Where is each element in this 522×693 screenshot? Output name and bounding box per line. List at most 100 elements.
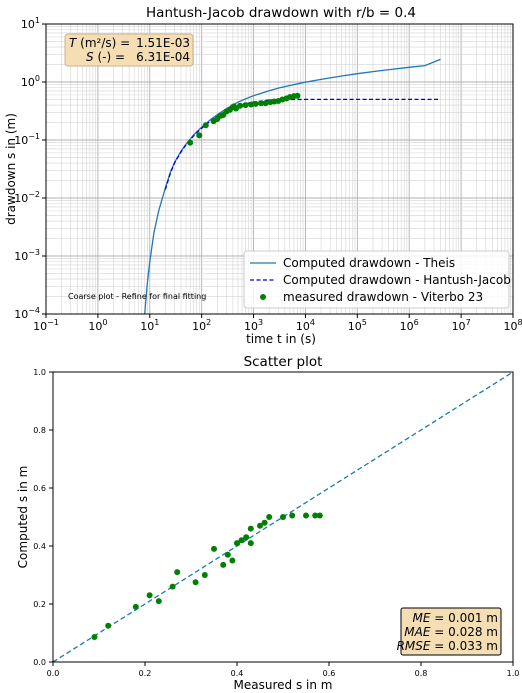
scatter-y-tick-label: 0.2 bbox=[33, 600, 46, 609]
legend-box bbox=[243, 250, 510, 309]
scatter-point bbox=[224, 551, 231, 558]
scatter-point bbox=[155, 598, 162, 605]
scatter-axis-ticks: 0.0 0.2 0.4 0.6 0.8 1.0 0.0 0.2 0.4 0.6 0.8 1.0 bbox=[33, 368, 519, 678]
param-row-s: S (-) = bbox=[86, 50, 125, 64]
scatter-y-tick-label: 0.0 bbox=[33, 658, 46, 667]
y-axis-label: drawdown s in (m) bbox=[4, 113, 18, 225]
scatter-point bbox=[312, 512, 319, 519]
scatter-x-tick-label: 0.6 bbox=[323, 669, 336, 678]
param-row-t: T (m²/s) = bbox=[69, 36, 130, 50]
legend-label-hantush: Computed drawdown - Hantush-Jacob bbox=[283, 273, 511, 287]
scatter-y-tick-label: 0.6 bbox=[33, 484, 46, 493]
scatter-point bbox=[234, 540, 240, 547]
stat-rmse: RMSE = 0.033 m bbox=[397, 639, 498, 653]
axis-ticks: 10−1 100 101 102 103 104 105 106 107 108 10−4 10−3 1… bbox=[14, 16, 522, 333]
scatter-x-tick-label: 0.0 bbox=[47, 669, 60, 678]
legend-label-theis: Computed drawdown - Theis bbox=[283, 256, 455, 270]
measured-point bbox=[258, 100, 265, 107]
scatter-point bbox=[289, 512, 296, 519]
stat-me: ME = 0.001 m bbox=[413, 611, 498, 625]
series-group bbox=[144, 58, 441, 315]
scatter-point bbox=[192, 579, 199, 586]
x-tick-label: 105 bbox=[348, 318, 367, 333]
x-tick-label: 107 bbox=[452, 318, 471, 333]
scatter-point bbox=[316, 512, 323, 519]
scatter-point bbox=[220, 561, 227, 568]
chart-title: Hantush-Jacob drawdown with r/b = 0.4 bbox=[146, 5, 416, 21]
y-tick-label: 10−3 bbox=[14, 248, 40, 263]
scatter-point bbox=[266, 514, 273, 520]
stat-me-value: = 0.001 m bbox=[430, 611, 498, 625]
scatter-point bbox=[247, 525, 254, 532]
measured-point bbox=[237, 102, 244, 109]
scatter-x-tick-label: 0.4 bbox=[231, 669, 244, 678]
plot-frame bbox=[45, 23, 514, 315]
scatter-point bbox=[247, 540, 254, 547]
measured-point bbox=[242, 102, 249, 109]
scatter-y-tick-label: 0.8 bbox=[33, 426, 46, 435]
scatter-x-tick-label: 0.2 bbox=[139, 669, 152, 678]
legend-label-measured: measured drawdown - Viterbo 23 bbox=[283, 290, 483, 304]
parameter-box: T (m²/s) = 1.51E-03 S (-) = 6.31E-04 bbox=[64, 33, 194, 67]
scatter-point bbox=[105, 622, 112, 629]
stat-rmse-value: = 0.033 m bbox=[430, 639, 498, 653]
measured-point bbox=[262, 100, 269, 107]
scatter-x-tick-label: 1.0 bbox=[507, 669, 520, 678]
scatter-point bbox=[201, 572, 208, 578]
stats-box: ME = 0.001 m MAE = 0.028 m RMSE = 0.033 … bbox=[397, 607, 502, 656]
scatter-x-axis-label: Measured s in m bbox=[234, 678, 333, 692]
x-tick-label: 104 bbox=[296, 318, 315, 333]
scatter-point bbox=[211, 545, 217, 552]
param-s-unit: (-) = bbox=[94, 50, 125, 64]
legend: Computed drawdown - Theis Computed drawd… bbox=[243, 250, 511, 309]
scatter-y-axis-label: Computed s in m bbox=[16, 466, 30, 569]
y-tick-label: 10−2 bbox=[14, 190, 40, 205]
y-tick-label: 10−4 bbox=[14, 306, 40, 321]
scatter-point bbox=[174, 569, 181, 576]
scatter-point bbox=[169, 583, 176, 590]
stat-me-label: ME bbox=[413, 611, 431, 625]
y-tick-label: 100 bbox=[21, 74, 40, 89]
scatter-point bbox=[261, 519, 268, 526]
x-tick-label: 106 bbox=[400, 318, 419, 333]
parameter-box-background bbox=[64, 33, 194, 67]
legend-swatch-measured bbox=[260, 294, 266, 300]
x-tick-label: 100 bbox=[88, 318, 107, 333]
scatter-point bbox=[229, 557, 236, 564]
scatter-title: Scatter plot bbox=[244, 354, 323, 370]
measured-point bbox=[196, 132, 203, 139]
measured-point bbox=[202, 122, 209, 129]
x-tick-label: 10−1 bbox=[33, 318, 59, 333]
x-tick-label: 108 bbox=[503, 318, 522, 333]
measured-point bbox=[248, 101, 255, 108]
scatter-point bbox=[303, 512, 309, 519]
scatter-point bbox=[238, 537, 245, 544]
scatter-point bbox=[257, 522, 263, 529]
stats-box-background bbox=[400, 607, 502, 656]
stat-mae: MAE = 0.028 m bbox=[404, 625, 498, 639]
scatter-y-tick-label: 0.4 bbox=[33, 542, 46, 551]
stat-mae-label: MAE bbox=[404, 625, 431, 639]
scatter-point bbox=[132, 603, 139, 610]
annotation-text: Coarse plot - Refine for final fitting bbox=[68, 292, 206, 301]
stat-mae-value: = 0.028 m bbox=[430, 625, 498, 639]
scatter-point bbox=[146, 592, 153, 599]
x-tick-label: 103 bbox=[244, 318, 263, 333]
measured-point bbox=[252, 100, 259, 107]
stat-rmse-label: RMSE bbox=[397, 639, 431, 653]
scatter-y-tick-label: 1.0 bbox=[33, 368, 46, 377]
param-t-value: 1.51E-03 bbox=[136, 36, 190, 50]
x-tick-label: 102 bbox=[192, 318, 211, 333]
scatter-frame bbox=[52, 371, 514, 663]
x-axis-label: time t in (s) bbox=[246, 332, 316, 346]
scatter-chart: Scatter plot 0.0 0.2 0.4 0.6 0.8 1.0 0.0 0.2 0.4… bbox=[16, 354, 519, 692]
param-s-symbol: S bbox=[86, 50, 94, 64]
param-s-value: 6.31E-04 bbox=[136, 50, 190, 64]
scatter-x-tick-label: 0.8 bbox=[415, 669, 428, 678]
measured-point bbox=[294, 92, 301, 99]
identity-line bbox=[52, 371, 514, 663]
y-tick-label: 10−1 bbox=[14, 132, 40, 147]
x-tick-label: 101 bbox=[140, 318, 159, 333]
param-t-symbol: T bbox=[69, 36, 78, 50]
